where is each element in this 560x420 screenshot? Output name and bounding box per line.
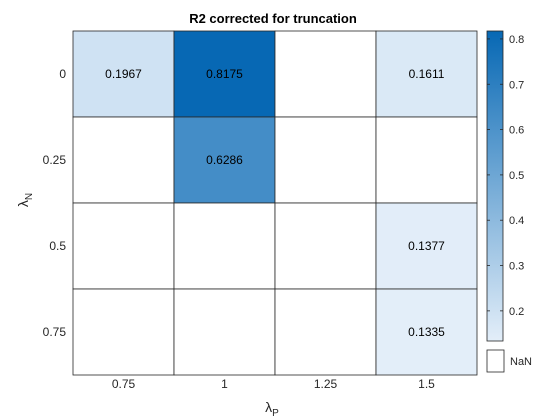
heatmap-cell: [73, 203, 174, 289]
y-tick-label: 0.25: [43, 153, 67, 167]
x-tick-label: 1: [221, 377, 228, 391]
colorbar-tick-label: 0.2: [509, 306, 524, 318]
heatmap-cell: [73, 289, 174, 375]
y-tick-label: 0: [59, 67, 66, 81]
x-tick-label: 1.25: [314, 377, 338, 391]
colorbar: [487, 31, 503, 341]
x-axis-label-base: λ: [265, 399, 272, 415]
heatmap-cell: [174, 203, 275, 289]
y-axis-label-sub: N: [24, 193, 35, 200]
cell-value-label: 0.1967: [105, 67, 142, 81]
colorbar-tick-label: 0.8: [509, 34, 524, 46]
y-tick-labels: 0 0.25 0.5 0.75: [43, 67, 67, 339]
x-axis-label-sub: P: [272, 408, 279, 419]
cell-value-label: 0.8175: [206, 67, 243, 81]
cell-value-label: 0.6286: [206, 153, 243, 167]
nan-legend-swatch: [487, 350, 504, 372]
cell-value-label: 0.1611: [409, 67, 445, 81]
y-axis-label: λN: [15, 193, 35, 207]
heatmap-cell: [275, 203, 376, 289]
x-tick-label: 0.75: [112, 377, 136, 391]
x-tick-labels: 0.75 1 1.25 1.5: [112, 377, 435, 391]
chart-title: R2 corrected for truncation: [189, 11, 357, 26]
cell-value-label: 0.1377: [408, 239, 445, 253]
colorbar-tick-label: 0.7: [509, 79, 524, 91]
colorbar-tick-label: 0.5: [509, 170, 524, 182]
heatmap-cell: [376, 117, 477, 203]
heatmap-cell: [275, 117, 376, 203]
y-axis-label-base: λ: [15, 200, 31, 207]
cell-value-label: 0.1335: [408, 325, 445, 339]
heatmap-cell: [275, 289, 376, 375]
heatmap-cell: [174, 289, 275, 375]
nan-legend-label: NaN: [510, 356, 532, 368]
x-axis-label: λP: [265, 399, 279, 419]
heatmap-cell: [275, 31, 376, 117]
colorbar-tick-label: 0.3: [509, 261, 524, 273]
heatmap-cells: 0.1967 0.8175 0.1611 0.6286 0.1377 0.1335: [73, 31, 477, 375]
y-tick-label: 0.75: [43, 325, 67, 339]
y-tick-label: 0.5: [49, 239, 66, 253]
heatmap-cell: [73, 117, 174, 203]
colorbar-tick-label: 0.4: [509, 215, 524, 227]
colorbar-tick-label: 0.6: [509, 125, 524, 137]
x-tick-label: 1.5: [418, 377, 435, 391]
